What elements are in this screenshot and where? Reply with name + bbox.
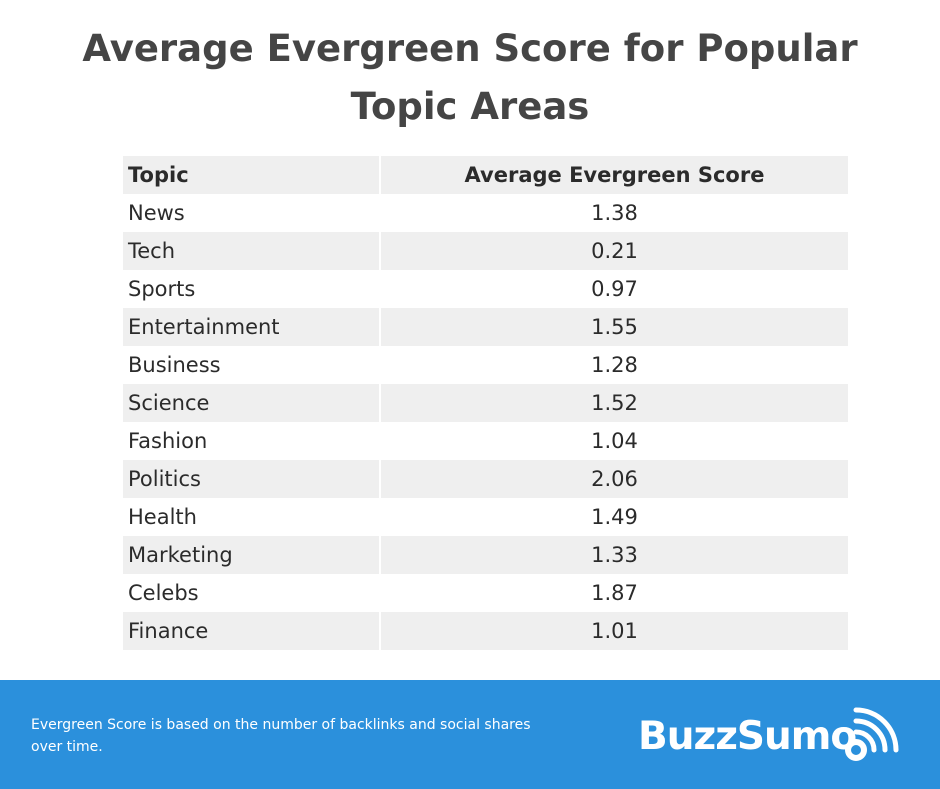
- topic-cell: Science: [123, 384, 381, 422]
- logo-text: BuzzSumo: [638, 714, 857, 759]
- header-score: Average Evergreen Score: [464, 163, 765, 187]
- score-cell: 1.52: [591, 391, 638, 415]
- table-row: Sports 0.97: [123, 270, 848, 308]
- buzzsumo-logo: BuzzSumo: [636, 704, 900, 766]
- score-cell: 1.04: [591, 429, 638, 453]
- footnote: Evergreen Score is based on the number o…: [31, 717, 531, 755]
- table-row: Business 1.28: [123, 346, 848, 384]
- table-row: Marketing 1.33: [123, 536, 848, 574]
- table-row: Tech 0.21: [123, 232, 848, 270]
- score-table: Topic Average Evergreen Score News 1.38 Te…: [123, 156, 848, 650]
- topic-cell: Celebs: [123, 574, 381, 612]
- table-row: Politics 2.06: [123, 460, 848, 498]
- topic-cell: Marketing: [123, 536, 381, 574]
- footer-banner: Evergreen Score is based on the number o…: [0, 680, 940, 789]
- topic-cell: Sports: [123, 270, 381, 308]
- table-row: News 1.38: [123, 194, 848, 232]
- score-cell: 2.06: [591, 467, 638, 491]
- table-body: News 1.38 Tech 0.21 Sports 0.97 Entertainment 1…: [123, 194, 848, 650]
- score-cell: 1.33: [591, 543, 638, 567]
- topic-cell: Politics: [123, 460, 381, 498]
- table-row: Fashion 1.04: [123, 422, 848, 460]
- table-row: Finance 1.01: [123, 612, 848, 650]
- table-row: Entertainment 1.55: [123, 308, 848, 346]
- header-topic: Topic: [123, 156, 381, 194]
- topic-cell: Tech: [123, 232, 381, 270]
- score-cell: 1.01: [591, 619, 638, 643]
- score-cell: 1.87: [591, 581, 638, 605]
- table-row: Science 1.52: [123, 384, 848, 422]
- topic-cell: Finance: [123, 612, 381, 650]
- score-cell: 0.97: [591, 277, 638, 301]
- table-row: Health 1.49: [123, 498, 848, 536]
- score-cell: 0.21: [591, 239, 638, 263]
- chart-title: Average Evergreen Score for Popular Topi…: [82, 27, 858, 128]
- topic-cell: Entertainment: [123, 308, 381, 346]
- table-header-row: Topic Average Evergreen Score: [123, 156, 848, 194]
- score-cell: 1.38: [591, 201, 638, 225]
- signal-icon: [845, 707, 899, 761]
- score-cell: 1.49: [591, 505, 638, 529]
- topic-cell: Health: [123, 498, 381, 536]
- topic-cell: Fashion: [123, 422, 381, 460]
- score-cell: 1.28: [591, 353, 638, 377]
- topic-cell: News: [123, 194, 381, 232]
- topic-cell: Business: [123, 346, 381, 384]
- table-row: Celebs 1.87: [123, 574, 848, 612]
- score-cell: 1.55: [591, 315, 638, 339]
